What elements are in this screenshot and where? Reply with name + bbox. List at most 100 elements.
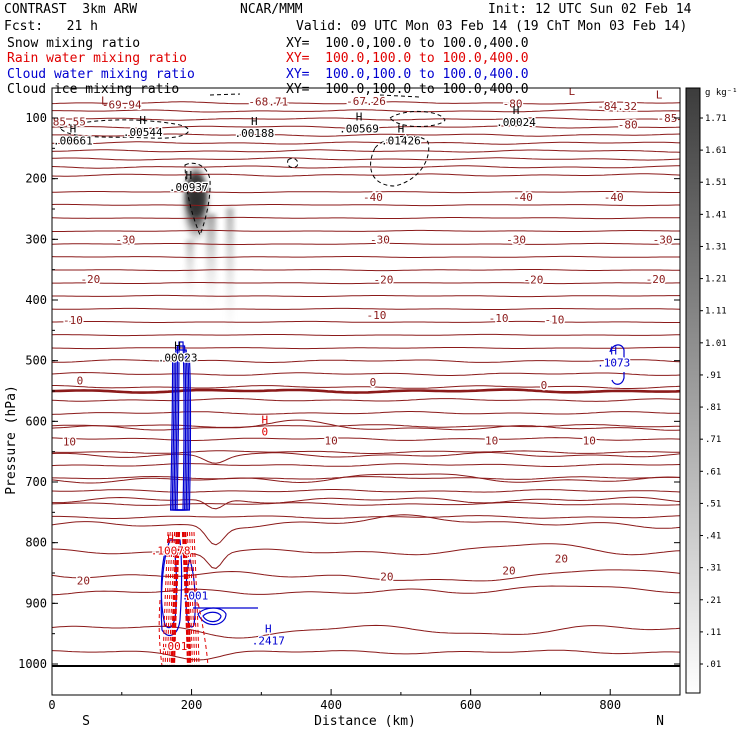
- legend: Snow mixing ratio XY= 100.0,100.0 to 100…: [7, 36, 529, 97]
- extremum-symbol: H: [174, 340, 181, 353]
- temperature-label: -85.55: [46, 116, 86, 129]
- temperature-contour: [52, 157, 680, 161]
- valid-time: Valid: 09 UTC Mon 03 Feb 14 (19 ChT Mon …: [296, 19, 687, 34]
- extremum-symbol: L: [101, 95, 108, 108]
- temperature-contour: [52, 294, 680, 298]
- extremum-symbol: H: [265, 622, 272, 635]
- left-title: CONTRAST 3km ARW: [4, 2, 137, 17]
- temperature-label: 0: [370, 376, 377, 389]
- temperature-contour: [52, 452, 680, 464]
- colorbar-ramp: [685, 87, 701, 694]
- extremum-symbol: L: [656, 88, 663, 101]
- colorbar-tick-label: 1.71: [705, 114, 727, 124]
- extremum-symbol: H: [167, 533, 174, 546]
- temperature-contour: [52, 141, 680, 145]
- cloud-ice-contours: [59, 93, 446, 237]
- temperature-contour: [52, 346, 680, 350]
- extremum-value: .1073: [597, 356, 630, 369]
- colorbar-tick-label: .81: [705, 403, 721, 413]
- temperature-contour: [52, 424, 680, 428]
- temperature-label: 10: [63, 435, 76, 448]
- extremum-symbol: H: [251, 115, 258, 128]
- temperature-label: 20: [380, 571, 393, 584]
- legend-cloud-water-xy: XY= 100.0,100.0 to 100.0,400.0: [286, 67, 529, 82]
- colorbar: g kg⁻¹ 1.71 1.61 1.51 1.41 1.31 1.21 1.11 1.01.…: [685, 87, 738, 694]
- temperature-label: -30: [653, 233, 673, 246]
- temperature-contour: [52, 269, 680, 272]
- extremum-value: .00188: [234, 127, 274, 140]
- legend-cloud-ice-xy: XY= 100.0,100.0 to 100.0,400.0: [286, 82, 529, 97]
- temperature-contour: [52, 463, 680, 467]
- extremum-symbol: H: [255, 76, 262, 89]
- temperature-contour: [52, 624, 680, 639]
- temperature-contour: [52, 333, 680, 337]
- colorbar-unit: g kg⁻¹: [705, 88, 738, 98]
- extremum-symbol: H: [70, 122, 77, 135]
- temperature-contour: [52, 514, 680, 546]
- legend-xy-top: XY= 100.0,100.0 to 100.0,400.0: [286, 36, 529, 51]
- extremum-value: .10078: [151, 545, 191, 558]
- y-tick-label: 600: [25, 414, 47, 428]
- colorbar-tick-label: 1.31: [705, 242, 727, 252]
- x-axis-label: Distance (km): [314, 714, 416, 729]
- extremum-symbol: H: [262, 414, 269, 427]
- temperature-contour: [52, 371, 680, 376]
- temperature-label: -80: [503, 97, 523, 110]
- rain-water-contour: [170, 531, 192, 667]
- temperature-label: -68.71: [248, 96, 288, 109]
- extremum-value: .00569: [339, 122, 379, 135]
- temperature-contour: [52, 242, 680, 245]
- cloud-ice-contour: [389, 110, 446, 127]
- cloud-water-contour: [611, 372, 625, 385]
- temperature-contour: [52, 165, 680, 169]
- temperature-contour: [52, 117, 680, 121]
- temperature-contour: [52, 216, 680, 220]
- temperature-label: 20: [502, 565, 515, 578]
- temperature-label: -20: [524, 273, 544, 286]
- colorbar-tick-label: .41: [705, 532, 721, 542]
- temperature-label: -10: [544, 313, 564, 326]
- legend-cloud-ice: Cloud ice mixing ratio: [7, 82, 179, 97]
- rain-water-contour: [158, 599, 163, 667]
- temperature-contour: [52, 473, 680, 484]
- temperature-contours: [52, 101, 680, 661]
- temperature-contour: [52, 173, 680, 177]
- temperature-contour: [52, 569, 680, 582]
- temperature-contour: [52, 450, 680, 454]
- x-tick-label: 400: [320, 698, 342, 712]
- cloud-ice-contour: [184, 162, 211, 237]
- temperature-label: 0: [541, 379, 548, 392]
- end-label-south: S: [82, 714, 90, 729]
- temperature-contour: [52, 307, 680, 310]
- temperature-label: 0: [77, 375, 84, 388]
- temperature-contour: [52, 229, 680, 232]
- temperature-contour: [52, 125, 680, 129]
- legend-snow: Snow mixing ratio: [7, 36, 140, 51]
- temperature-contour: [52, 385, 680, 389]
- extremum-value: 0: [262, 426, 269, 439]
- temperature-contour: [52, 149, 680, 153]
- rain-water-contour: [166, 531, 196, 667]
- temperature-contour: [52, 109, 680, 113]
- y-tick-label: 800: [25, 536, 47, 550]
- y-tick-label: 300: [25, 232, 47, 246]
- legend-cloud-water: Cloud water mixing ratio: [7, 67, 195, 82]
- temperature-contour: [52, 320, 680, 323]
- rain-water-contours: [158, 531, 209, 667]
- temperature-contour: [52, 543, 680, 569]
- end-label-north: N: [656, 714, 664, 729]
- colorbar-tick-label: .91: [705, 371, 721, 381]
- extremum-symbol: H: [398, 122, 405, 135]
- extremum-value: .00023: [158, 352, 198, 365]
- temperature-label: 10: [583, 435, 596, 448]
- y-tick-label: 400: [25, 293, 47, 307]
- temperature-label: -85: [658, 112, 678, 125]
- temperature-contour: [52, 191, 680, 194]
- temperature-label: -20: [80, 273, 100, 286]
- rain-water-contour: [164, 531, 198, 667]
- legend-rain-xy: XY= 100.0,100.0 to 100.0,400.0: [286, 51, 529, 66]
- colorbar-tick-label: .61: [705, 467, 721, 477]
- header: CONTRAST 3km ARW NCAR/MMM Init: 12 UTC S…: [4, 2, 692, 34]
